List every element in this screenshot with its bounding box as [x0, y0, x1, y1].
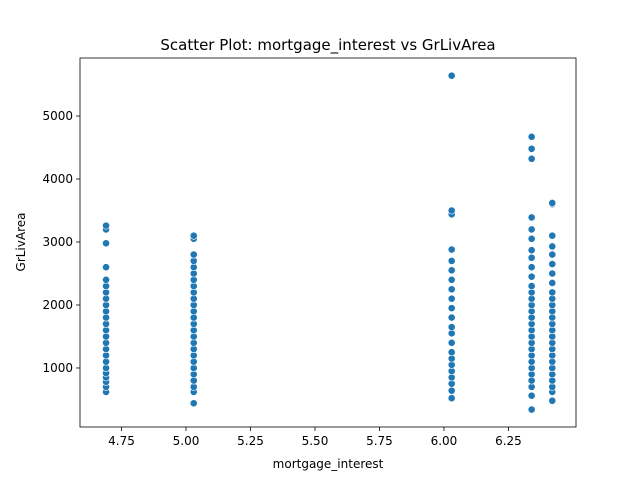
- point: [527, 272, 536, 281]
- point: [447, 323, 456, 331]
- point: [102, 263, 110, 272]
- point: [548, 199, 557, 207]
- x-axis-label: mortgage_interest: [273, 457, 384, 471]
- y-axis-label: GrLivArea: [14, 213, 28, 272]
- point: [527, 144, 536, 153]
- point: [447, 394, 456, 403]
- point: [548, 250, 557, 259]
- point: [102, 275, 110, 284]
- point: [527, 225, 536, 234]
- point: [447, 294, 456, 303]
- point: [447, 256, 456, 265]
- point: [447, 348, 456, 357]
- point: [447, 386, 456, 395]
- point: [548, 242, 557, 251]
- point: [527, 253, 536, 262]
- point: [548, 260, 557, 268]
- point: [548, 396, 557, 405]
- point: [447, 245, 456, 254]
- point: [447, 338, 456, 347]
- point: [102, 221, 110, 230]
- y-tick-label: 1000: [42, 361, 73, 375]
- y-tick-label: 5000: [42, 109, 73, 123]
- y-tick-label: 4000: [42, 172, 73, 186]
- point: [548, 269, 557, 278]
- point: [548, 279, 557, 287]
- point: [447, 275, 456, 284]
- y-tick-label: 2000: [42, 298, 73, 312]
- point: [527, 213, 536, 222]
- point: [447, 71, 456, 80]
- point: [189, 231, 198, 240]
- point: [447, 206, 456, 215]
- point: [527, 405, 536, 414]
- point: [447, 304, 456, 313]
- point: [527, 246, 536, 255]
- x-tick-label: 5.75: [366, 434, 393, 448]
- point: [447, 266, 456, 275]
- x-tick-label: 6.00: [431, 434, 458, 448]
- y-tick-label: 3000: [42, 235, 73, 249]
- point: [527, 391, 536, 400]
- point: [527, 263, 536, 272]
- point: [548, 288, 557, 297]
- x-tick-label: 4.75: [108, 434, 135, 448]
- point: [527, 282, 536, 290]
- point: [189, 250, 198, 259]
- point: [527, 154, 536, 163]
- point: [447, 313, 456, 322]
- point: [527, 234, 536, 243]
- plot-frame: [79, 57, 577, 428]
- point: [447, 285, 456, 294]
- point: [527, 132, 536, 141]
- x-tick-label: 5.25: [237, 434, 264, 448]
- x-tick-label: 5.00: [173, 434, 200, 448]
- point: [548, 231, 557, 240]
- point: [102, 239, 110, 248]
- x-tick-label: 6.25: [495, 434, 522, 448]
- point: [189, 399, 198, 408]
- x-tick-label: 5.50: [302, 434, 329, 448]
- chart-title: Scatter Plot: mortgage_interest vs GrLiv…: [160, 36, 495, 55]
